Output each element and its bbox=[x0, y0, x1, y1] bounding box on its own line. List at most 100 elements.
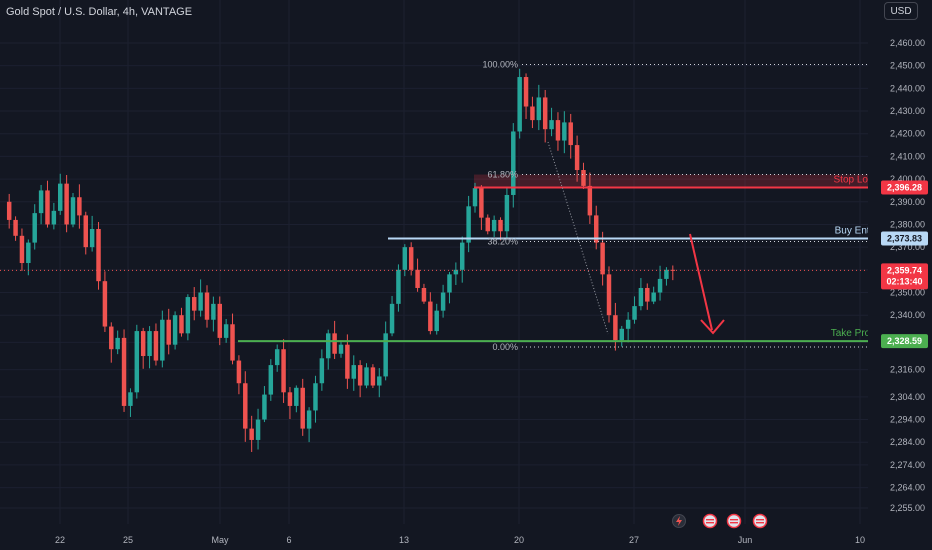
time-tick-label: 6 bbox=[286, 535, 291, 545]
candle-body bbox=[453, 269, 459, 275]
candle-body bbox=[651, 292, 656, 302]
candle-body bbox=[479, 188, 484, 218]
candle-body bbox=[51, 210, 57, 225]
candle-body bbox=[625, 319, 631, 329]
candle-body bbox=[77, 197, 82, 216]
price-tick-label: 2,284.00 bbox=[890, 437, 925, 447]
candle-body bbox=[230, 324, 235, 361]
price-tick-label: 2,304.00 bbox=[890, 392, 925, 402]
price-tick-label: 2,420.00 bbox=[890, 129, 925, 139]
levels: Stop Loss Buy Entry Take Profit bbox=[0, 175, 878, 343]
candle-body bbox=[345, 344, 350, 379]
candle-body bbox=[408, 247, 414, 270]
candle-body bbox=[562, 122, 567, 141]
take-profit-label: Take Profit bbox=[831, 328, 878, 339]
symbol-title[interactable]: Gold Spot / U.S. Dollar, 4h, VANTAGE bbox=[6, 6, 193, 18]
fib-level-label: 38.20% bbox=[487, 236, 518, 246]
candle-body bbox=[268, 365, 274, 395]
candle-body bbox=[485, 217, 490, 232]
candle-body bbox=[460, 242, 465, 270]
candle-body bbox=[434, 310, 439, 332]
candle-body bbox=[421, 287, 427, 302]
candle-body bbox=[13, 219, 18, 236]
candle-body bbox=[255, 419, 261, 440]
candle-body bbox=[204, 292, 210, 320]
candle-body bbox=[517, 77, 522, 132]
candle-body bbox=[140, 331, 146, 357]
time-tick-label: 10 bbox=[855, 535, 865, 545]
candle-body bbox=[160, 319, 165, 361]
candles bbox=[6, 68, 676, 452]
price-tick-label: 2,340.00 bbox=[890, 310, 925, 320]
bar-countdown: 02:13:40 bbox=[886, 276, 922, 286]
candle-body bbox=[364, 367, 369, 386]
candle-body bbox=[542, 97, 548, 130]
buy-entry-price-badge bbox=[881, 231, 928, 246]
arrow-shaft bbox=[689, 233, 713, 331]
fib-level-label: 61.80% bbox=[487, 170, 518, 180]
candle-body bbox=[96, 229, 101, 282]
candle-body bbox=[70, 197, 76, 225]
candle-body bbox=[287, 392, 293, 406]
candle-body bbox=[19, 235, 25, 264]
candle-body bbox=[326, 333, 331, 359]
candle-body bbox=[587, 185, 593, 216]
time-tick-label: May bbox=[211, 535, 229, 545]
candle-body bbox=[294, 387, 299, 406]
candle-body bbox=[89, 229, 95, 248]
candle-body bbox=[645, 287, 650, 302]
candle-body bbox=[402, 247, 408, 270]
stop-loss-zone bbox=[474, 174, 868, 188]
candle-body bbox=[306, 410, 312, 429]
candle-body bbox=[536, 97, 542, 121]
flash-glyph bbox=[676, 516, 682, 526]
price-axis[interactable]: 2,255.00 2,264.00 2,274.00 2,284.00 2,294.00… bbox=[890, 38, 925, 513]
candle-body bbox=[236, 360, 242, 384]
stop-loss-price-badge bbox=[881, 180, 928, 195]
candle-body bbox=[262, 394, 267, 420]
candle-body bbox=[530, 106, 535, 121]
time-tick-label: 13 bbox=[399, 535, 409, 545]
currency-button[interactable]: USD bbox=[884, 2, 918, 20]
grid bbox=[0, 0, 868, 524]
candle-body bbox=[370, 367, 376, 386]
fib-level-label: 0.00% bbox=[492, 342, 518, 352]
candle-body bbox=[45, 190, 50, 225]
candle-body bbox=[109, 326, 114, 350]
buy-entry-price-badge-text: 2,373.83 bbox=[887, 233, 922, 243]
candle-body bbox=[223, 324, 229, 338]
price-tick-label: 2,294.00 bbox=[890, 415, 925, 425]
candle-body bbox=[594, 215, 599, 243]
price-tick-label: 2,370.00 bbox=[890, 242, 925, 252]
time-tick-label: 22 bbox=[55, 535, 65, 545]
candle-body bbox=[198, 292, 203, 311]
price-tick-label: 2,450.00 bbox=[890, 61, 925, 71]
price-tick-label: 2,380.00 bbox=[890, 219, 925, 229]
us-flag-icon bbox=[752, 513, 768, 529]
candle-body bbox=[179, 315, 184, 334]
event-icons[interactable] bbox=[672, 513, 768, 529]
candle-body bbox=[338, 344, 344, 354]
time-axis[interactable]: 22 25 May 6 13 20 27 Jun 10 bbox=[55, 535, 865, 545]
price-tick-label: 2,316.00 bbox=[890, 365, 925, 375]
stop-loss-label: Stop Loss bbox=[834, 175, 878, 186]
price-tick-label: 2,255.00 bbox=[890, 503, 925, 513]
candle-body bbox=[523, 77, 529, 107]
candle-body bbox=[166, 319, 171, 345]
candle-body bbox=[574, 145, 580, 171]
candle-body bbox=[185, 297, 191, 334]
price-tick-label: 2,390.00 bbox=[890, 197, 925, 207]
price-tick-label: 2,460.00 bbox=[890, 38, 925, 48]
fib-level-label: 100.00% bbox=[482, 60, 518, 70]
candle-body bbox=[568, 122, 573, 146]
time-tick-label: 25 bbox=[123, 535, 133, 545]
candle-body bbox=[657, 278, 663, 293]
projection-arrow bbox=[689, 233, 725, 335]
price-tick-label: 2,264.00 bbox=[890, 483, 925, 493]
candle-body bbox=[466, 206, 471, 243]
candle-body bbox=[664, 269, 669, 279]
price-tick-label: 2,430.00 bbox=[890, 106, 925, 116]
time-tick-label: 27 bbox=[629, 535, 639, 545]
candle-body bbox=[428, 301, 433, 332]
